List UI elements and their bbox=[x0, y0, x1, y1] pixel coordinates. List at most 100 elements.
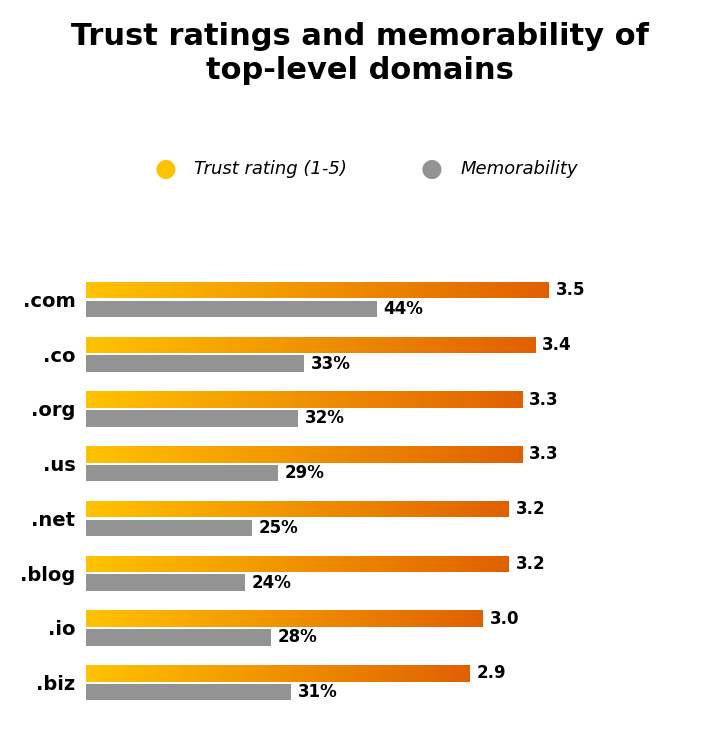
Bar bbox=[180, 666, 182, 682]
Bar bbox=[184, 501, 186, 517]
Bar bbox=[417, 336, 419, 353]
Bar bbox=[339, 446, 341, 463]
Bar bbox=[459, 446, 462, 463]
Bar bbox=[307, 666, 309, 682]
Bar bbox=[306, 556, 309, 572]
Bar bbox=[392, 336, 395, 353]
Bar bbox=[416, 666, 418, 682]
Bar bbox=[195, 391, 198, 408]
Bar bbox=[251, 501, 253, 517]
Bar bbox=[290, 282, 292, 298]
Bar bbox=[355, 501, 357, 517]
Bar bbox=[248, 282, 251, 298]
Bar bbox=[413, 391, 415, 408]
Bar bbox=[343, 666, 345, 682]
Bar bbox=[341, 282, 343, 298]
Bar bbox=[213, 446, 215, 463]
Bar bbox=[127, 501, 129, 517]
Bar bbox=[467, 501, 469, 517]
Bar bbox=[396, 391, 398, 408]
Bar bbox=[325, 501, 328, 517]
Bar bbox=[105, 501, 108, 517]
Bar bbox=[230, 391, 233, 408]
Bar bbox=[493, 282, 496, 298]
Bar bbox=[102, 391, 104, 408]
Bar bbox=[318, 282, 320, 298]
Bar bbox=[315, 501, 317, 517]
Bar bbox=[422, 391, 425, 408]
Bar bbox=[464, 336, 466, 353]
Bar bbox=[154, 611, 156, 627]
Bar bbox=[443, 282, 445, 298]
Bar bbox=[264, 666, 266, 682]
Bar bbox=[291, 611, 292, 627]
Text: Trust rating (1-5): Trust rating (1-5) bbox=[194, 160, 347, 177]
Bar bbox=[255, 611, 257, 627]
Bar bbox=[352, 391, 355, 408]
Bar bbox=[156, 446, 158, 463]
Text: 3.3: 3.3 bbox=[529, 446, 559, 463]
Bar bbox=[323, 611, 325, 627]
Bar bbox=[140, 282, 142, 298]
Bar bbox=[269, 336, 271, 353]
Text: Memorability: Memorability bbox=[461, 160, 578, 177]
Bar bbox=[106, 666, 107, 682]
Bar bbox=[378, 282, 380, 298]
Bar bbox=[112, 501, 114, 517]
Bar bbox=[412, 556, 414, 572]
Bar bbox=[123, 666, 125, 682]
Bar bbox=[309, 336, 311, 353]
Bar bbox=[441, 666, 443, 682]
Bar bbox=[475, 611, 477, 627]
Bar bbox=[457, 446, 459, 463]
Bar bbox=[410, 336, 413, 353]
Bar bbox=[235, 446, 237, 463]
Bar bbox=[333, 391, 335, 408]
Bar bbox=[119, 446, 122, 463]
Bar bbox=[344, 611, 346, 627]
Bar bbox=[130, 391, 132, 408]
Bar bbox=[220, 666, 222, 682]
Bar bbox=[326, 446, 328, 463]
Bar bbox=[409, 446, 411, 463]
Bar bbox=[154, 336, 156, 353]
Bar bbox=[109, 666, 112, 682]
Bar bbox=[272, 501, 275, 517]
Bar bbox=[118, 336, 120, 353]
Bar bbox=[345, 666, 347, 682]
Bar bbox=[188, 501, 190, 517]
Bar bbox=[174, 336, 176, 353]
Bar bbox=[104, 666, 106, 682]
Bar bbox=[121, 666, 123, 682]
Bar bbox=[327, 282, 329, 298]
Bar bbox=[528, 282, 531, 298]
Bar bbox=[339, 391, 341, 408]
Bar bbox=[243, 336, 246, 353]
Bar bbox=[315, 391, 318, 408]
Bar bbox=[138, 666, 140, 682]
Bar bbox=[192, 666, 194, 682]
Bar bbox=[98, 336, 100, 353]
Bar bbox=[152, 611, 154, 627]
Bar bbox=[309, 666, 311, 682]
Bar bbox=[444, 391, 446, 408]
Bar bbox=[184, 556, 186, 572]
Bar bbox=[114, 611, 116, 627]
Bar bbox=[511, 336, 513, 353]
Bar bbox=[409, 391, 411, 408]
Bar bbox=[449, 611, 451, 627]
Bar bbox=[427, 556, 429, 572]
Bar bbox=[337, 391, 339, 408]
Bar bbox=[167, 501, 169, 517]
Bar bbox=[154, 501, 156, 517]
Bar bbox=[173, 501, 176, 517]
Bar bbox=[154, 391, 156, 408]
Bar bbox=[295, 666, 297, 682]
Bar bbox=[348, 282, 350, 298]
Bar bbox=[130, 446, 132, 463]
Bar bbox=[357, 282, 359, 298]
Bar bbox=[184, 391, 186, 408]
Bar bbox=[148, 446, 150, 463]
Bar bbox=[140, 336, 143, 353]
Bar bbox=[463, 611, 465, 627]
